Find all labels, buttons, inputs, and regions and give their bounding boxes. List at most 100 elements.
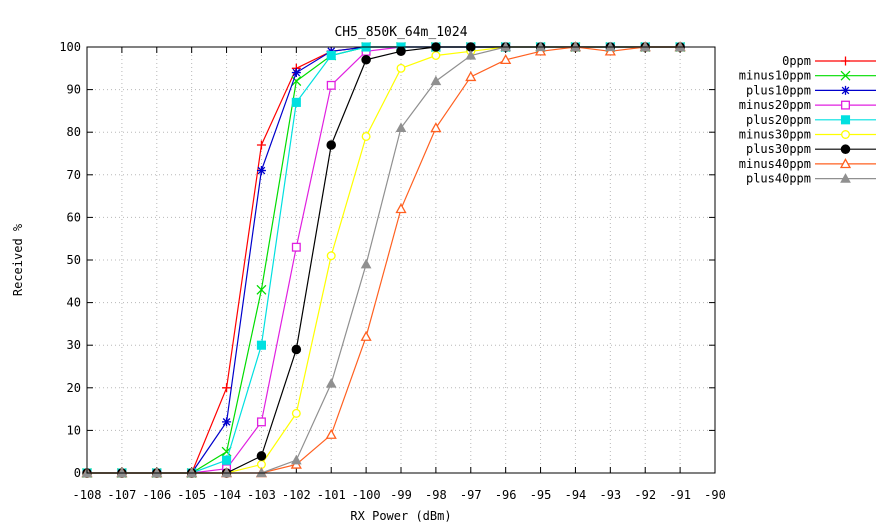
legend-item: plus30ppm [746,142,876,156]
y-tick-label: 100 [59,40,81,54]
data-point-marker [222,417,232,427]
legend-item: plus40ppm [746,172,876,186]
data-point-marker [396,63,406,73]
data-point-marker [431,51,441,60]
data-point-marker [840,173,851,183]
legend-item: 0ppm [782,54,876,68]
legend-label: minus30ppm [739,128,811,142]
x-tick-label: -92 [634,488,656,502]
data-point-marker [256,340,266,350]
x-tick-label: -102 [282,488,311,502]
legend-item: plus10ppm [746,83,876,97]
data-point-marker [256,166,266,176]
data-point-marker [465,70,477,82]
legend-label: 0ppm [782,54,811,68]
x-tick-label: -107 [107,488,136,502]
y-tick-label: 10 [67,423,81,437]
data-point-marker [396,46,406,57]
data-point-marker [840,70,851,81]
y-tick-label: 20 [67,381,81,395]
y-tick-label: 90 [67,83,81,97]
data-point-marker [395,203,407,214]
data-point-marker [326,80,336,90]
y-tick-label: 80 [67,125,81,139]
x-tick-label: -100 [352,488,381,502]
data-point-marker [325,378,337,388]
data-point-marker [395,122,407,133]
data-point-marker [291,68,301,78]
data-point-marker [361,55,371,65]
data-point-marker [256,140,266,150]
data-point-marker [360,330,372,341]
x-tick-label: -94 [565,488,587,502]
legend-item: plus20ppm [746,113,876,127]
data-point-marker [291,408,301,418]
data-point-marker [500,53,512,65]
data-point-marker [465,49,477,60]
x-tick-label: -99 [390,488,412,502]
legend-label: plus20ppm [746,113,811,127]
data-point-marker [361,131,371,141]
y-tick-label: 0 [74,466,81,480]
legend-label: plus30ppm [746,142,811,156]
data-point-marker [222,455,232,465]
x-tick-label: -96 [495,488,517,502]
data-point-marker [291,242,301,252]
x-tick-label: -95 [530,488,552,502]
data-point-marker [360,258,372,269]
y-tick-label: 60 [67,210,81,224]
data-point-marker [326,50,336,61]
data-point-marker [291,344,302,355]
x-tick-label: -97 [460,488,482,502]
data-point-marker [840,115,851,125]
grid [87,47,715,473]
x-tick-label: -104 [212,488,241,502]
data-point-marker [291,97,301,107]
x-tick-label: -103 [247,488,276,502]
data-point-marker [430,75,442,86]
data-point-marker [841,130,850,139]
x-tick-label: -106 [142,488,171,502]
data-point-marker [430,122,442,133]
y-axis-label: Received % [11,223,25,296]
legend-label: minus20ppm [739,98,811,112]
x-tick-label: -90 [704,488,726,502]
legend-item: minus40ppm [739,157,876,171]
legend: 0ppmminus10ppmplus10ppmminus20ppmplus20p… [739,54,876,186]
x-axis-label: RX Power (dBm) [350,509,451,523]
data-point-marker [256,417,266,427]
chart-title: CH5_850K_64m_1024 [334,25,467,40]
data-point-marker [256,284,267,295]
data-point-marker [841,100,850,110]
y-tick-label: 30 [67,338,81,352]
plot-frame [86,46,716,474]
x-tick-label: -91 [669,488,691,502]
legend-item: minus10ppm [739,69,876,83]
data-point-marker [841,85,850,95]
x-tick-label: -101 [317,488,346,502]
legend-label: plus10ppm [746,83,811,97]
data-point-marker [325,428,337,439]
data-point-marker [840,144,851,154]
y-tick-label: 50 [67,253,81,267]
data-point-marker [839,158,852,169]
data-point-marker [291,76,302,87]
legend-label: plus40ppm [746,172,811,186]
x-tick-label: -98 [425,488,447,502]
data-point-marker [290,454,302,465]
data-point-marker [256,460,266,469]
data-point-marker [841,56,850,66]
y-tick-label: 40 [67,296,81,310]
axis-ticks: 0 10 20 30 40 50 60 70 80 90 100 -108 -107 -106 -105 -1… [59,40,726,502]
x-tick-label: -108 [73,488,102,502]
legend-item: minus30ppm [739,128,876,142]
legend-label: minus10ppm [739,69,811,83]
data-point-marker [222,383,232,393]
data-point-marker [326,140,336,150]
data-point-marker [256,451,267,461]
data-point-marker [326,251,336,261]
legend-item: minus20ppm [739,98,876,112]
x-tick-label: -93 [599,488,621,502]
legend-label: minus40ppm [739,157,811,171]
